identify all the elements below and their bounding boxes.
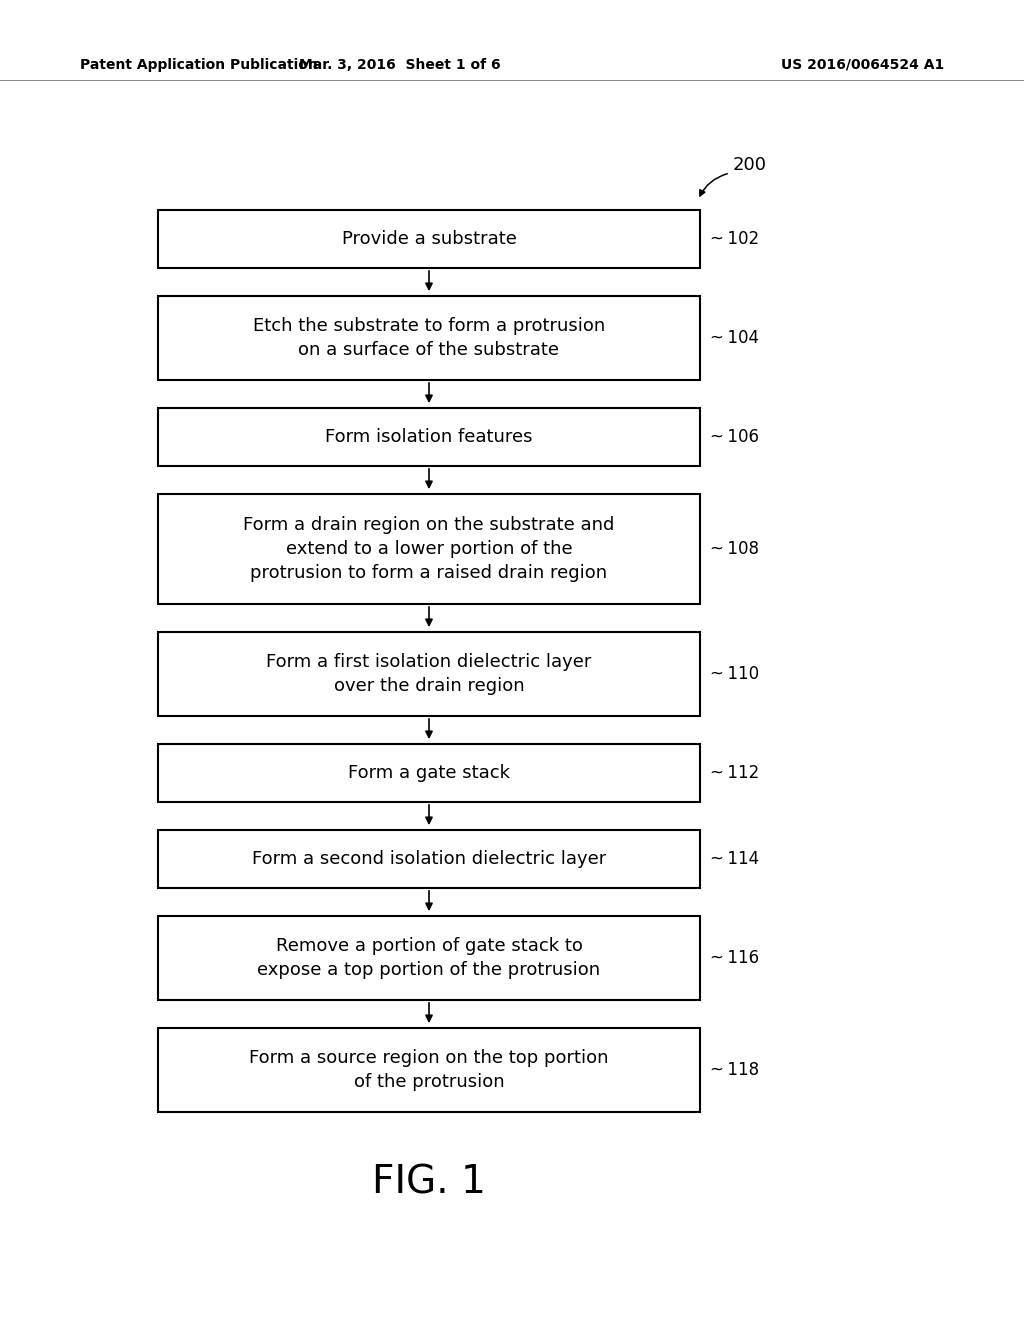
Text: 200: 200: [733, 156, 767, 174]
Text: ~ 116: ~ 116: [710, 949, 759, 968]
Bar: [158, 1028, 700, 1111]
Bar: [158, 210, 700, 268]
Text: Form a second isolation dielectric layer: Form a second isolation dielectric layer: [252, 850, 606, 869]
Text: Form a gate stack: Form a gate stack: [348, 764, 510, 781]
Text: ~ 112: ~ 112: [710, 764, 759, 781]
Bar: [158, 632, 700, 715]
Text: ~ 104: ~ 104: [710, 329, 759, 347]
Bar: [158, 830, 700, 888]
Bar: [158, 408, 700, 466]
Bar: [158, 296, 700, 380]
Text: FIG. 1: FIG. 1: [372, 1163, 486, 1201]
Text: ~ 118: ~ 118: [710, 1061, 759, 1078]
Text: US 2016/0064524 A1: US 2016/0064524 A1: [780, 58, 944, 73]
Text: Patent Application Publication: Patent Application Publication: [80, 58, 317, 73]
Bar: [158, 744, 700, 803]
Text: Form isolation features: Form isolation features: [326, 428, 532, 446]
Text: ~ 114: ~ 114: [710, 850, 759, 869]
Text: Form a source region on the top portion
of the protrusion: Form a source region on the top portion …: [249, 1049, 608, 1090]
Text: ~ 108: ~ 108: [710, 540, 759, 558]
Text: Form a first isolation dielectric layer
over the drain region: Form a first isolation dielectric layer …: [266, 653, 592, 694]
Text: Form a drain region on the substrate and
extend to a lower portion of the
protru: Form a drain region on the substrate and…: [244, 516, 614, 582]
Text: ~ 102: ~ 102: [710, 230, 759, 248]
Text: ~ 106: ~ 106: [710, 428, 759, 446]
Bar: [158, 494, 700, 605]
Text: Etch the substrate to form a protrusion
on a surface of the substrate: Etch the substrate to form a protrusion …: [253, 317, 605, 359]
Text: Remove a portion of gate stack to
expose a top portion of the protrusion: Remove a portion of gate stack to expose…: [257, 937, 600, 979]
Text: Provide a substrate: Provide a substrate: [342, 230, 516, 248]
Text: ~ 110: ~ 110: [710, 665, 759, 682]
Bar: [158, 916, 700, 1001]
Text: Mar. 3, 2016  Sheet 1 of 6: Mar. 3, 2016 Sheet 1 of 6: [299, 58, 501, 73]
